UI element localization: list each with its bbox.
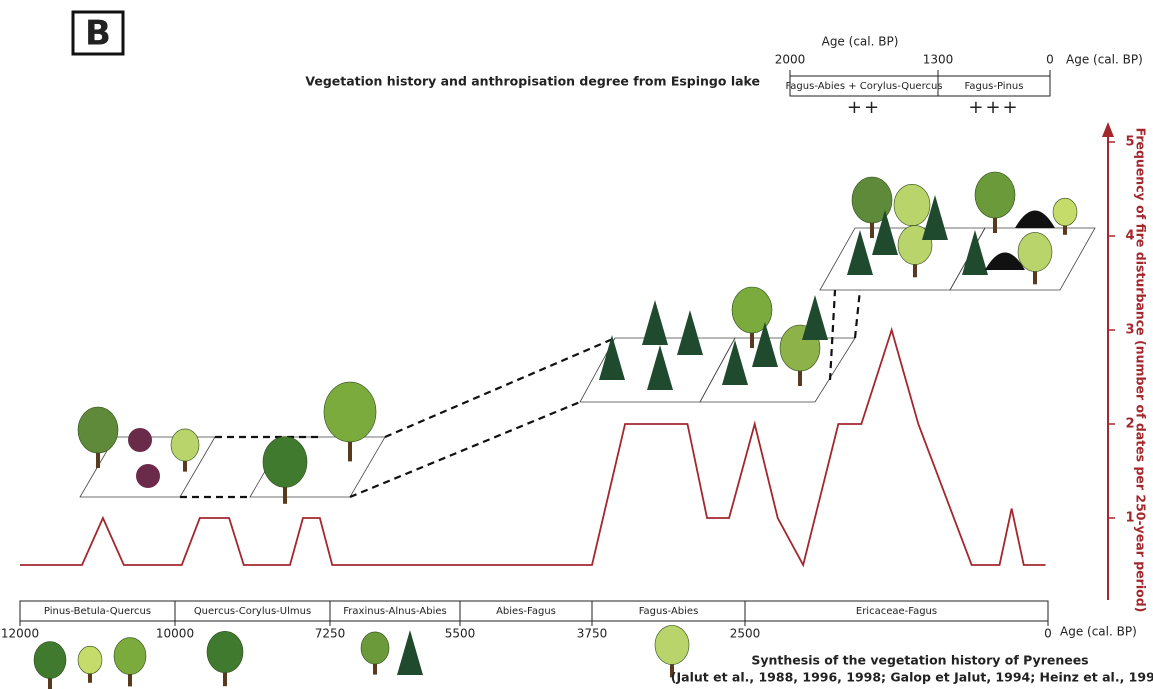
x-tick-label: 5500 xyxy=(445,627,476,641)
trunk xyxy=(48,669,52,689)
conifer xyxy=(677,310,703,355)
trunk xyxy=(348,427,352,462)
x-tick-label: 2500 xyxy=(730,627,761,641)
zone-label: Pinus-Betula-Quercus xyxy=(44,606,151,617)
trunk xyxy=(1033,262,1037,285)
y-tick-label: 5 xyxy=(1125,135,1134,150)
conifer xyxy=(962,230,988,275)
y-tick-label: 3 xyxy=(1125,323,1134,338)
conifer xyxy=(599,335,625,380)
y-tick-label: 4 xyxy=(1125,229,1134,244)
x-axis-label: Age (cal. BP) xyxy=(1060,625,1137,639)
rhododendron xyxy=(136,464,160,488)
conifer xyxy=(647,345,673,390)
y-axis-label: Frequency of fire disturbance (number of… xyxy=(1134,128,1149,613)
zone-label: Fraxinus-Alnus-Abies xyxy=(343,606,446,617)
x-tick-label: 3750 xyxy=(577,627,608,641)
trunk xyxy=(223,662,227,687)
panel-box xyxy=(71,10,125,56)
crown xyxy=(262,436,308,488)
zone-label: Ericaceae-Fagus xyxy=(856,606,937,617)
crown xyxy=(206,630,244,673)
zone-label: Abies-Fagus xyxy=(496,606,556,617)
crown xyxy=(654,625,690,665)
conifer xyxy=(722,340,748,385)
crown xyxy=(731,286,773,334)
espingo-axis-label-right: Age (cal. BP) xyxy=(1066,53,1143,67)
trunk xyxy=(750,322,754,348)
charcoal xyxy=(985,252,1025,270)
conifer xyxy=(922,195,948,240)
trunk xyxy=(373,656,377,675)
conifer xyxy=(752,322,778,367)
y-tick-label: 1 xyxy=(1125,511,1134,526)
conifer xyxy=(847,230,873,275)
anthropisation: ++ xyxy=(847,97,881,118)
trunk xyxy=(283,475,287,504)
conifer xyxy=(642,300,668,345)
trunk xyxy=(1063,219,1067,235)
x-tick-label: 10000 xyxy=(156,627,194,641)
x-tick-label: 12000 xyxy=(1,627,39,641)
trunk xyxy=(870,212,874,238)
crown xyxy=(33,641,67,679)
espingo-tick-label: 1300 xyxy=(923,53,954,67)
panel-label: B xyxy=(85,14,111,54)
x-tick-label: 0 xyxy=(1044,627,1052,641)
zone-label: Quercus-Corylus-Ulmus xyxy=(194,606,311,617)
crown xyxy=(360,631,390,665)
panels xyxy=(79,227,1096,498)
caption-references: (Jalut et al., 1988, 1996, 1998; Galop e… xyxy=(671,670,1153,685)
trunk xyxy=(183,453,187,472)
plot: 12000 10000 7250 5500 3750 2500 0 Pinus-Betula-… xyxy=(1,122,1149,641)
crown xyxy=(323,381,377,443)
crown xyxy=(77,645,103,675)
trunk xyxy=(798,360,802,386)
crown xyxy=(851,176,893,224)
zone-label: Fagus-Abies xyxy=(639,606,699,617)
charcoal xyxy=(1015,210,1055,228)
trunk xyxy=(88,667,92,683)
connectors xyxy=(180,289,862,499)
espingo-axis-label: Age (cal. BP) xyxy=(822,35,899,49)
trunk xyxy=(128,665,132,687)
y-tick-label: 2 xyxy=(1125,417,1134,432)
espingo-tick-label: 0 xyxy=(1046,53,1054,67)
crown xyxy=(893,184,931,227)
crown xyxy=(77,406,119,454)
trunk xyxy=(96,442,100,468)
trunk xyxy=(993,207,997,233)
espingo-zone: Fagus-Abies + Corylus-Quercus xyxy=(785,81,942,92)
y-axis-arrow xyxy=(1102,122,1114,137)
espingo-title: Vegetation history and anthropisation de… xyxy=(305,74,760,89)
trunk xyxy=(913,255,917,278)
conifer xyxy=(872,210,898,255)
conifer xyxy=(802,295,828,340)
espingo-zone: Fagus-Pinus xyxy=(965,81,1024,92)
trunk xyxy=(670,655,674,678)
x-tick-label: 7250 xyxy=(315,627,346,641)
crown xyxy=(974,171,1016,219)
crown xyxy=(1052,197,1078,227)
rhododendron xyxy=(128,428,152,452)
tree-illustrations xyxy=(33,171,1078,689)
crown xyxy=(1017,232,1053,272)
caption-title: Synthesis of the vegetation history of P… xyxy=(751,653,1088,668)
anthropisation: +++ xyxy=(968,97,1019,118)
fire-line xyxy=(20,326,1046,568)
crown xyxy=(113,637,147,675)
crown xyxy=(170,428,200,462)
espingo-tick-label: 2000 xyxy=(775,53,806,67)
conifer xyxy=(397,630,423,675)
